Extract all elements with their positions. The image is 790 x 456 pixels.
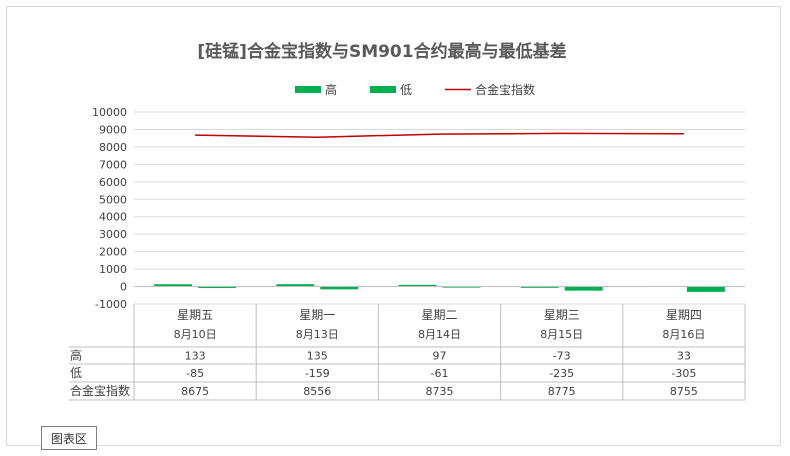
table-cell: -159: [305, 367, 330, 380]
table-cell: 133: [185, 350, 206, 363]
bar-low: [320, 286, 359, 290]
x-category-weekday: 星期三: [544, 308, 580, 322]
chart-svg: [硅锰]合金宝指数与SM901合约最高与最低基差高低合金宝指数-10000100…: [69, 41, 746, 401]
y-tick-label: 6000: [99, 176, 127, 189]
table-cell: -85: [186, 367, 204, 380]
y-tick-label: 7000: [99, 158, 127, 171]
y-tick-label: -1000: [95, 298, 127, 311]
bar-low: [442, 286, 481, 288]
legend-swatch-0: [295, 86, 321, 93]
bar-low: [564, 286, 603, 291]
chart-area-tooltip: 图表区: [41, 426, 98, 450]
bar-low: [686, 286, 725, 292]
table-cell: 8735: [426, 385, 454, 398]
x-category-date: 8月13日: [296, 328, 339, 341]
y-tick-label: 8000: [99, 141, 127, 154]
y-tick-label: 4000: [99, 211, 127, 224]
x-category-weekday: 星期五: [177, 308, 213, 322]
y-tick-label: 2000: [99, 246, 127, 259]
x-category-date: 8月15日: [540, 328, 583, 341]
x-category-date: 8月16日: [662, 328, 705, 341]
bar-high: [520, 286, 559, 288]
y-tick-label: 1000: [99, 263, 127, 276]
bar-high: [276, 284, 315, 287]
x-category-weekday: 星期四: [666, 308, 702, 322]
bar-high: [398, 284, 437, 287]
table-cell: -305: [671, 367, 696, 380]
legend-swatch-1: [370, 86, 396, 93]
index-line: [195, 132, 684, 138]
table-cell: 33: [677, 350, 691, 363]
table-cell: 8675: [181, 385, 209, 398]
x-category-date: 8月10日: [174, 328, 217, 341]
bar-high: [154, 284, 193, 287]
y-tick-label: 5000: [99, 193, 127, 206]
table-cell: 135: [307, 350, 328, 363]
table-cell: -235: [549, 367, 574, 380]
chart-title: [硅锰]合金宝指数与SM901合约最高与最低基差: [197, 41, 566, 62]
table-row-label: 高: [70, 348, 82, 363]
y-tick-label: 10000: [92, 106, 127, 119]
y-tick-label: 9000: [99, 123, 127, 136]
chart-area[interactable]: [硅锰]合金宝指数与SM901合约最高与最低基差高低合金宝指数 -1000 0 100…: [6, 6, 781, 446]
y-tick-label: 0: [120, 281, 127, 294]
table-cell: 8556: [303, 385, 331, 398]
legend-label-1: 低: [400, 83, 412, 97]
y-tick-label: 3000: [99, 228, 127, 241]
table-cell: 8775: [548, 385, 576, 398]
bar-low: [198, 286, 237, 289]
table-cell: -73: [553, 350, 571, 363]
x-category-weekday: 星期二: [421, 308, 457, 322]
legend-label-0: 高: [325, 82, 337, 97]
table-row-label: 合金宝指数: [70, 383, 130, 398]
table-cell: 8755: [670, 385, 698, 398]
table-row-label: 低: [70, 366, 82, 380]
legend-label-2: 合金宝指数: [475, 82, 535, 97]
x-category-date: 8月14日: [418, 328, 461, 341]
x-category-weekday: 星期一: [299, 308, 335, 322]
table-cell: -61: [431, 367, 449, 380]
table-cell: 97: [433, 350, 447, 363]
